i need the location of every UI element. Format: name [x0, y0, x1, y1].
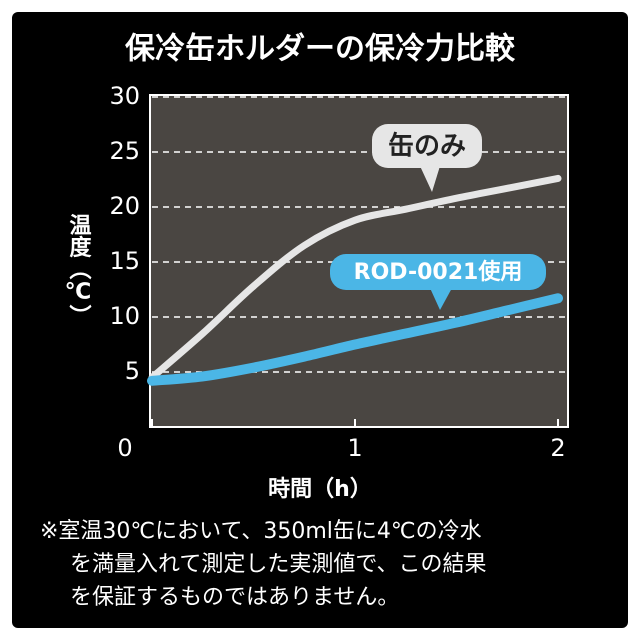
legend-label: ROD-0021使用: [354, 260, 523, 285]
legend-label: 缶のみ: [388, 131, 466, 162]
y-tick-label: 10: [109, 302, 140, 330]
y-tick-label: 25: [109, 137, 140, 165]
x-tick-label: 0: [117, 434, 132, 462]
note-line: を保証するものではありません。: [70, 585, 399, 610]
legend-bubble: [372, 124, 482, 168]
series-line: [148, 174, 562, 381]
chart-title: 保冷缶ホルダーの保冷力比較: [125, 32, 516, 67]
x-tick-label: 1: [347, 434, 362, 462]
y-tick-label: 5: [125, 357, 140, 385]
note-line: ※室温30℃において、350ml缶に4℃の冷水: [40, 519, 482, 544]
legend-bubble: [330, 254, 546, 290]
legend-tail: [420, 166, 440, 192]
legend-tail: [430, 288, 452, 310]
y-tick-label: 30: [109, 82, 140, 110]
x-axis-label: 時間（h）: [268, 477, 372, 502]
series-line: [147, 293, 563, 386]
note-line: を満量入れて測定した実測値で、この結果: [70, 552, 486, 577]
y-axis-label: 温度（℃）: [65, 214, 92, 327]
y-tick-label: 15: [109, 247, 140, 275]
x-tick-label: 2: [550, 434, 565, 462]
y-tick-label: 20: [109, 192, 140, 220]
